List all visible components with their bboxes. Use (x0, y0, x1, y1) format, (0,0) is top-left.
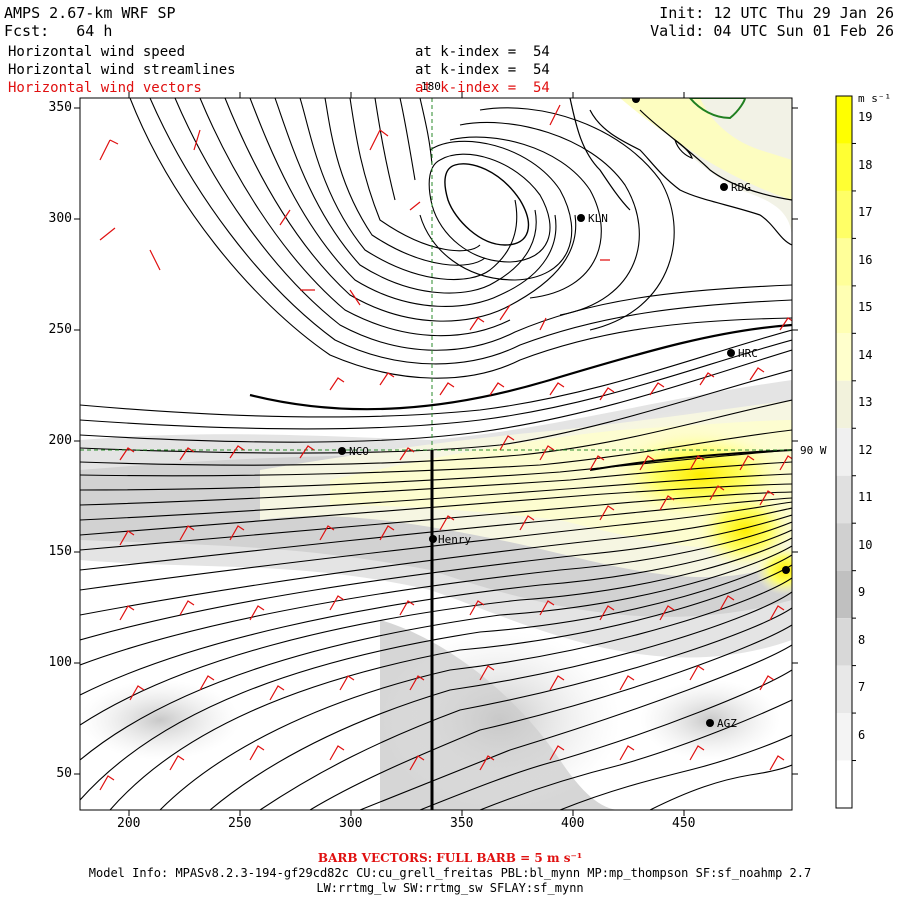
init-time: Init: 12 UTC Thu 29 Jan 26 (659, 4, 894, 22)
station-dot-top (632, 98, 640, 103)
colorbar-level-label: 8 (858, 632, 866, 647)
colorbar-level-label: 10 (858, 537, 873, 552)
colorbar-level-label: 14 (858, 347, 873, 362)
station-label-agz: AGZ (717, 717, 737, 730)
colorbar-swatch (836, 428, 852, 476)
map-field (80, 98, 792, 810)
y-tick-label: 150 (48, 544, 72, 559)
colorbar-swatch (836, 760, 852, 808)
wind-barbs (99, 104, 792, 791)
station-label-kln: KLN (588, 212, 608, 225)
wind-speed-shading (80, 98, 792, 810)
colorbar-swatch (836, 570, 852, 619)
y-tick-label: 350 (48, 100, 72, 115)
y-axis-labels: 350 300 250 200 150 100 50 (0, 0, 76, 900)
y-tick-label: 250 (48, 322, 72, 337)
station-dot-nco (338, 447, 346, 455)
y-tick-label: 300 (48, 211, 72, 226)
field-streamlines-level: at k-index = 54 (415, 62, 550, 78)
colorbar-swatch (836, 96, 852, 144)
field-streamlines-label: Horizontal wind streamlines (8, 62, 236, 78)
y-tick-label: 200 (48, 433, 72, 448)
field-speed-label: Horizontal wind speed (8, 44, 186, 60)
colorbar-level-label: 16 (858, 252, 873, 267)
colorbar-level-label: 7 (858, 680, 866, 695)
colorbar-level-label: 6 (858, 727, 866, 742)
station-label-hrc: HRC (738, 347, 758, 360)
barb-legend: BARB VECTORS: FULL BARB = 5 m s⁻¹ (317, 851, 583, 865)
station-dot-rdg (720, 183, 728, 191)
station-label-henry: Henry (438, 533, 472, 546)
colorbar-level-label: 12 (858, 442, 873, 457)
station-label-nco: NCO (349, 445, 369, 458)
colorbar-level-label: 18 (858, 157, 873, 172)
station-label-rdg: RDG (731, 181, 751, 194)
y-tick-label: 50 (56, 766, 72, 781)
colorbar-swatch (836, 143, 852, 191)
model-info-physics: LW:rrtmg_lw SW:rrtmg_sw SFLAY:sf_mynn (316, 881, 584, 895)
colorbar-level-label: 13 (858, 395, 873, 410)
station-dot-kln (577, 214, 585, 222)
parallel-label: 90 W (800, 444, 827, 457)
colorbar-swatch (836, 380, 852, 429)
colorbar-frame (835, 95, 853, 809)
forecast-hour: Fcst: 64 h (4, 22, 113, 40)
field-speed-level: at k-index = 54 (415, 44, 550, 60)
colorbar-level-label: 9 (858, 585, 866, 600)
x-tick-label: 350 (450, 816, 474, 831)
streamlines (80, 98, 792, 810)
colorbar-level-label: 11 (858, 490, 873, 505)
x-axis-labels: 200 250 300 350 400 450 (0, 816, 900, 836)
station-dot-east (782, 566, 790, 574)
model-info: Model Info: MPASv8.2.3-194-gf29cd82c CU:… (88, 866, 812, 880)
colorbar-level-label: 15 (858, 300, 873, 315)
valid-time: Valid: 04 UTC Sun 01 Feb 26 (650, 22, 894, 40)
y-tick-label: 100 (48, 655, 72, 670)
colorbar-swatch (836, 190, 852, 239)
colorbar-unit: m s⁻¹ (858, 92, 892, 105)
colorbar-swatch (836, 285, 852, 334)
colorbar (835, 95, 856, 809)
station-markers (338, 98, 790, 727)
station-dot-hrc (727, 349, 735, 357)
colorbar-level-label: 19 (858, 110, 873, 125)
x-tick-label: 200 (117, 816, 141, 831)
colorbar-swatch (836, 618, 852, 666)
colorbar-swatch (836, 475, 852, 524)
axis-ticks (74, 92, 798, 816)
x-tick-label: 300 (339, 816, 363, 831)
model-title: AMPS 2.67-km WRF SP (4, 4, 176, 22)
colorbar-swatch (836, 238, 852, 286)
colorbar-swatch (836, 333, 852, 381)
colorbar-level-label: 17 (858, 205, 873, 220)
map-frame (79, 97, 793, 811)
colorbar-swatch (836, 665, 852, 714)
meridian-label: 180 (421, 80, 441, 93)
x-tick-label: 250 (228, 816, 252, 831)
x-tick-label: 450 (672, 816, 696, 831)
x-tick-label: 400 (561, 816, 585, 831)
station-dot-henry (429, 535, 437, 543)
colorbar-swatch (836, 523, 852, 571)
colorbar-swatch (836, 713, 852, 761)
station-dot-agz (706, 719, 714, 727)
